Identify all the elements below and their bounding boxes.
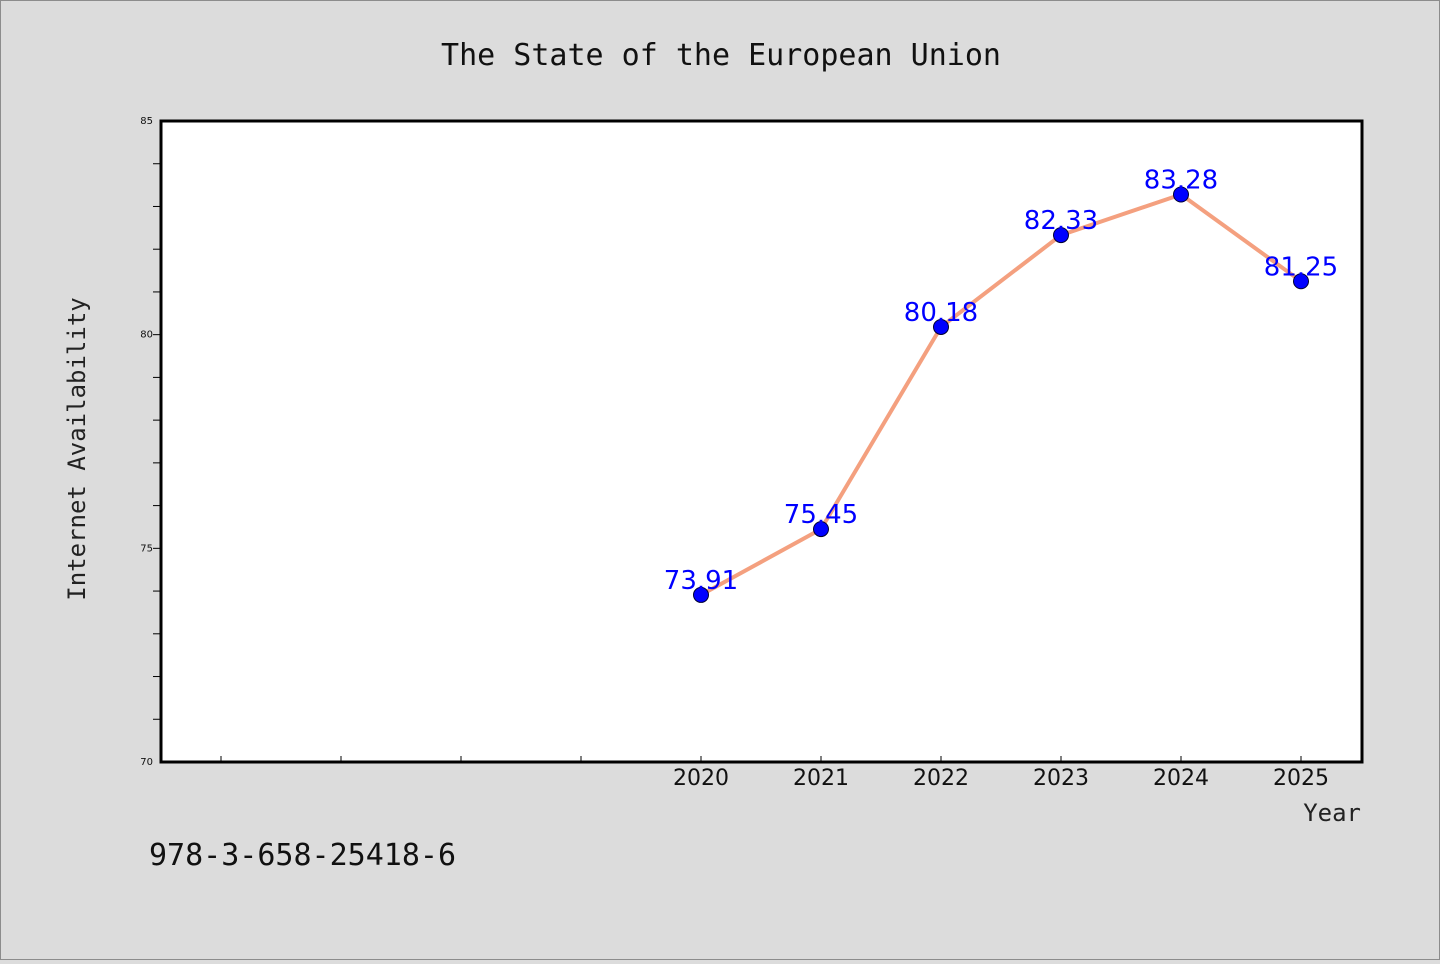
- x-tick-label: 2023: [1033, 766, 1089, 791]
- x-tick-label: 2021: [793, 766, 849, 791]
- y-tick-label: 80: [140, 330, 153, 341]
- plot-area: [159, 119, 1364, 764]
- data-labels: 73.91 75.45 80.18 82.33 83.28 81.25: [664, 166, 1338, 596]
- x-tick-labels: 2020 2021 2022 2023 2024 2025: [673, 766, 1329, 791]
- y-tick-label: 85: [140, 116, 153, 127]
- data-label: 73.91: [664, 566, 738, 596]
- series-line: [699, 192, 1303, 597]
- y-tick-label: 70: [140, 757, 153, 768]
- x-tick-label: 2022: [913, 766, 969, 791]
- data-label: 75.45: [784, 500, 858, 530]
- data-label: 81.25: [1264, 252, 1338, 282]
- data-point: [1293, 273, 1309, 290]
- series-line-group: [699, 192, 1303, 597]
- data-label: 83.28: [1144, 166, 1218, 196]
- x-tick-label: 2024: [1153, 766, 1209, 791]
- y-tick-labels: 70 75 80 85: [140, 116, 153, 768]
- y-axis-label: Internet Availability: [63, 297, 91, 600]
- data-point: [933, 318, 949, 335]
- x-minor-ticks: [220, 756, 1302, 762]
- data-markers: [693, 186, 1309, 603]
- x-tick-label: 2020: [673, 766, 729, 791]
- data-label: 80.18: [904, 298, 978, 328]
- isbn-text: 978-3-658-25418-6: [149, 838, 456, 873]
- y-minor-ticks: [153, 163, 161, 720]
- data-point: [693, 586, 709, 603]
- data-point: [813, 521, 829, 538]
- chart-title: The State of the European Union: [441, 38, 1001, 73]
- data-point: [1173, 186, 1189, 203]
- x-tick-label: 2025: [1273, 766, 1329, 791]
- x-axis-label: Year: [1303, 799, 1361, 827]
- data-point: [1053, 227, 1069, 244]
- y-tick-label: 75: [140, 543, 153, 554]
- data-label: 82.33: [1024, 206, 1098, 236]
